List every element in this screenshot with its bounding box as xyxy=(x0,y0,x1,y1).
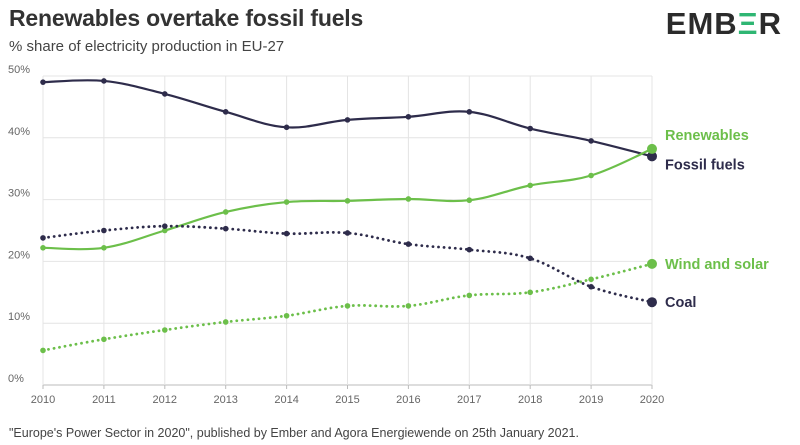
data-point-wind-and-solar xyxy=(101,336,107,343)
y-tick-label: 20% xyxy=(8,249,30,261)
data-point-wind-and-solar xyxy=(222,319,229,325)
chart-title: Renewables overtake fossil fuels xyxy=(9,5,364,31)
data-point-renewables xyxy=(527,182,533,189)
data-point-coal xyxy=(588,283,594,290)
source-footnote: "Europe's Power Sector in 2020", publish… xyxy=(9,426,579,440)
x-tick-label: 2015 xyxy=(335,394,359,406)
data-point-wind-and-solar xyxy=(527,289,533,296)
data-point-wind-and-solar xyxy=(647,258,657,269)
data-point-coal xyxy=(405,241,412,247)
data-point-coal xyxy=(40,235,46,241)
series-lines xyxy=(40,78,657,354)
data-point-coal xyxy=(344,230,351,236)
logo-accent: Ξ xyxy=(737,6,759,41)
data-point-wind-and-solar xyxy=(344,303,351,309)
data-point-renewables xyxy=(222,209,229,215)
y-tick-label: 50% xyxy=(8,64,30,76)
data-point-coal xyxy=(283,230,290,237)
data-point-renewables xyxy=(588,172,594,179)
data-point-fossil-fuels xyxy=(647,151,657,162)
data-point-wind-and-solar xyxy=(283,312,290,319)
data-point-wind-and-solar xyxy=(40,347,46,354)
data-point-renewables xyxy=(283,199,290,205)
data-point-renewables xyxy=(647,143,657,154)
series-line-coal xyxy=(41,224,654,304)
data-point-coal xyxy=(101,227,107,234)
data-point-fossil-fuels xyxy=(527,125,533,132)
ember-logo: EMBΞR xyxy=(666,6,782,42)
series-labels: Fossil fuels Renewables Coal Wind and solar xyxy=(665,128,769,311)
y-tick-label: 10% xyxy=(8,311,30,323)
x-tick-label: 2010 xyxy=(31,394,55,406)
data-point-renewables xyxy=(466,197,473,204)
data-point-wind-and-solar xyxy=(588,276,594,283)
data-point-fossil-fuels xyxy=(344,117,351,123)
x-tick-label: 2011 xyxy=(92,394,116,406)
y-tick-label: 0% xyxy=(8,373,24,385)
data-point-fossil-fuels xyxy=(162,91,168,97)
x-tick-label: 2014 xyxy=(274,394,298,406)
data-point-fossil-fuels xyxy=(222,109,229,115)
x-axis-ticks: 2010 2011 2012 2013 2014 2015 2016 2017 2018 2019… xyxy=(31,385,664,406)
data-point-fossil-fuels xyxy=(466,109,473,115)
data-point-fossil-fuels xyxy=(101,78,107,84)
data-point-fossil-fuels xyxy=(283,124,290,131)
data-point-wind-and-solar xyxy=(466,292,473,299)
x-tick-label: 2012 xyxy=(153,394,177,406)
data-point-wind-and-solar xyxy=(162,327,168,333)
data-point-fossil-fuels xyxy=(40,79,46,85)
data-point-wind-and-solar xyxy=(405,303,412,309)
data-point-renewables xyxy=(405,196,412,202)
chart-subtitle: % share of electricity production in EU-… xyxy=(9,38,285,55)
data-point-coal xyxy=(162,223,168,229)
x-tick-label: 2013 xyxy=(213,394,237,406)
x-tick-label: 2018 xyxy=(518,394,542,406)
logo-text-right: R xyxy=(758,6,782,41)
data-point-coal xyxy=(527,255,533,262)
data-point-coal xyxy=(647,297,657,308)
series-label-renewables: Renewables xyxy=(665,128,749,144)
series-label-fossil-fuels: Fossil fuels xyxy=(665,157,745,173)
series-label-coal: Coal xyxy=(665,295,696,311)
series-label-wind-and-solar: Wind and solar xyxy=(665,257,769,273)
data-point-renewables xyxy=(344,198,351,204)
data-point-renewables xyxy=(162,227,168,234)
x-tick-label: 2017 xyxy=(457,394,481,406)
data-point-renewables xyxy=(101,245,107,251)
data-point-coal xyxy=(466,246,473,253)
x-tick-label: 2019 xyxy=(579,394,603,406)
data-point-coal xyxy=(222,225,229,232)
logo-text-left: EMB xyxy=(665,6,738,41)
data-point-fossil-fuels xyxy=(405,113,412,120)
y-tick-label: 40% xyxy=(8,126,30,138)
grid-lines xyxy=(42,75,653,386)
data-point-fossil-fuels xyxy=(588,138,594,144)
y-axis-ticks: 0% 10% 20% 30% 40% 50% xyxy=(8,64,30,385)
x-tick-label: 2016 xyxy=(396,394,420,406)
data-point-renewables xyxy=(40,245,46,251)
y-tick-label: 30% xyxy=(8,188,30,200)
x-tick-label: 2020 xyxy=(640,394,664,406)
